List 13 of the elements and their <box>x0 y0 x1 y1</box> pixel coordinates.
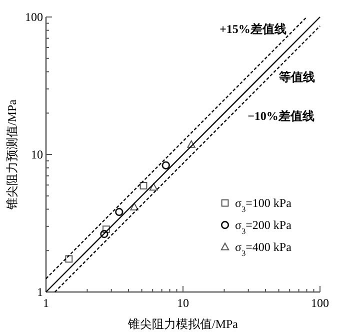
x-tick-label: 100 <box>311 296 329 310</box>
y-tick-label: 10 <box>31 148 43 162</box>
annotation: 等值线 <box>278 70 315 84</box>
y-tick-label: 1 <box>37 285 43 299</box>
annotation: −10%差值线 <box>248 109 314 123</box>
y-axis-title: 锥尖阻力预测值/MPa <box>5 98 19 211</box>
y-tick-label: 100 <box>25 10 43 24</box>
legend-label: σ$_{3}$=100 kPa <box>235 196 292 214</box>
x-axis-title: 锥尖阻力模拟值/MPa <box>126 317 239 331</box>
x-tick-label: 10 <box>177 296 189 310</box>
annotation: +15%差值线 <box>220 22 286 36</box>
legend-label: σ$_{3}$=400 kPa <box>235 240 292 258</box>
legend-label: σ$_{3}$=200 kPa <box>235 218 292 236</box>
